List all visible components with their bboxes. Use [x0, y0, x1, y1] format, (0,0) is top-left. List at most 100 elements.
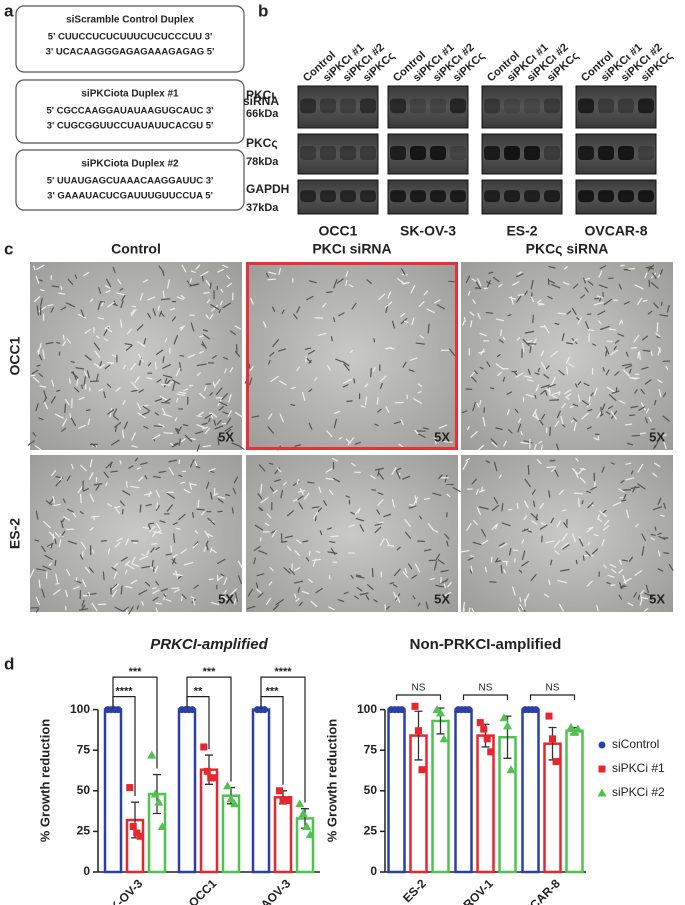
cell [152, 475, 161, 479]
cell [461, 410, 468, 413]
cell [195, 431, 204, 435]
cell [432, 492, 442, 496]
cell [541, 414, 546, 420]
cell [486, 280, 491, 288]
data-point [147, 750, 157, 759]
cell [485, 460, 491, 464]
cell [97, 317, 105, 320]
cell [152, 596, 159, 602]
cell [618, 582, 623, 590]
cell [354, 441, 362, 445]
cell [637, 297, 643, 305]
cell [561, 542, 569, 549]
data-point [157, 822, 167, 831]
cell [561, 533, 568, 541]
bar [454, 708, 473, 874]
data-point [483, 735, 491, 743]
micrograph [246, 262, 458, 450]
y-tick-label: 0 [370, 864, 377, 878]
cell [587, 541, 591, 546]
cell [521, 550, 526, 560]
sequence-box [15, 149, 245, 211]
cell [343, 363, 350, 372]
cell [233, 598, 237, 605]
cell [588, 281, 594, 286]
cell [203, 546, 207, 552]
band [484, 190, 500, 203]
cell [226, 282, 233, 288]
cell [107, 503, 113, 507]
band [578, 98, 594, 114]
cell [390, 347, 395, 350]
data-point [150, 789, 160, 798]
cell [426, 308, 435, 314]
cell [116, 292, 127, 296]
band [360, 146, 376, 160]
cell [249, 366, 254, 372]
cell [201, 510, 206, 516]
cell [60, 285, 63, 291]
cell [517, 423, 522, 433]
cell [400, 268, 406, 276]
data-point [415, 727, 422, 735]
cell [637, 351, 640, 359]
cell [573, 492, 583, 495]
cell [315, 587, 323, 594]
cell [645, 266, 655, 270]
cell [586, 426, 592, 430]
cell [223, 356, 229, 360]
cell [146, 377, 153, 380]
cell [145, 581, 151, 587]
cell [597, 514, 600, 521]
sequence-box [15, 79, 245, 144]
cell [105, 290, 111, 294]
cell [78, 396, 85, 400]
cell [618, 569, 624, 574]
cell [282, 481, 287, 486]
cell [396, 467, 402, 471]
cell [167, 279, 170, 289]
cell [477, 278, 482, 287]
cell [36, 264, 45, 270]
cell [530, 573, 537, 582]
cell [434, 436, 437, 445]
cell [152, 589, 160, 594]
cell [503, 440, 507, 447]
cell [125, 563, 135, 570]
cell [601, 403, 606, 412]
cell [644, 417, 648, 424]
cell [446, 493, 451, 498]
x-tick-label: OVCAR-8 [515, 876, 563, 905]
cell [378, 293, 386, 301]
cell [229, 330, 237, 336]
cell [186, 280, 192, 286]
cell [625, 351, 629, 357]
cell [95, 373, 99, 382]
cells [246, 457, 461, 611]
data-point [129, 823, 137, 831]
cell [45, 341, 54, 345]
cell [155, 505, 160, 511]
cell [423, 548, 432, 552]
cell [402, 361, 407, 368]
cell [641, 546, 645, 556]
cell [208, 468, 216, 472]
cell [155, 546, 160, 550]
cell [489, 581, 497, 583]
cell [107, 409, 115, 415]
cell [590, 392, 594, 397]
cell [180, 294, 185, 299]
cell [74, 274, 78, 279]
cell [213, 492, 219, 497]
cell [484, 566, 487, 573]
cell [98, 287, 102, 294]
cell [86, 370, 90, 379]
cell [471, 278, 477, 283]
blot [481, 85, 563, 129]
cell [72, 586, 80, 590]
cell [218, 405, 224, 411]
cell [621, 499, 627, 502]
cell [258, 464, 266, 472]
cell [495, 557, 499, 562]
cell [206, 545, 209, 551]
